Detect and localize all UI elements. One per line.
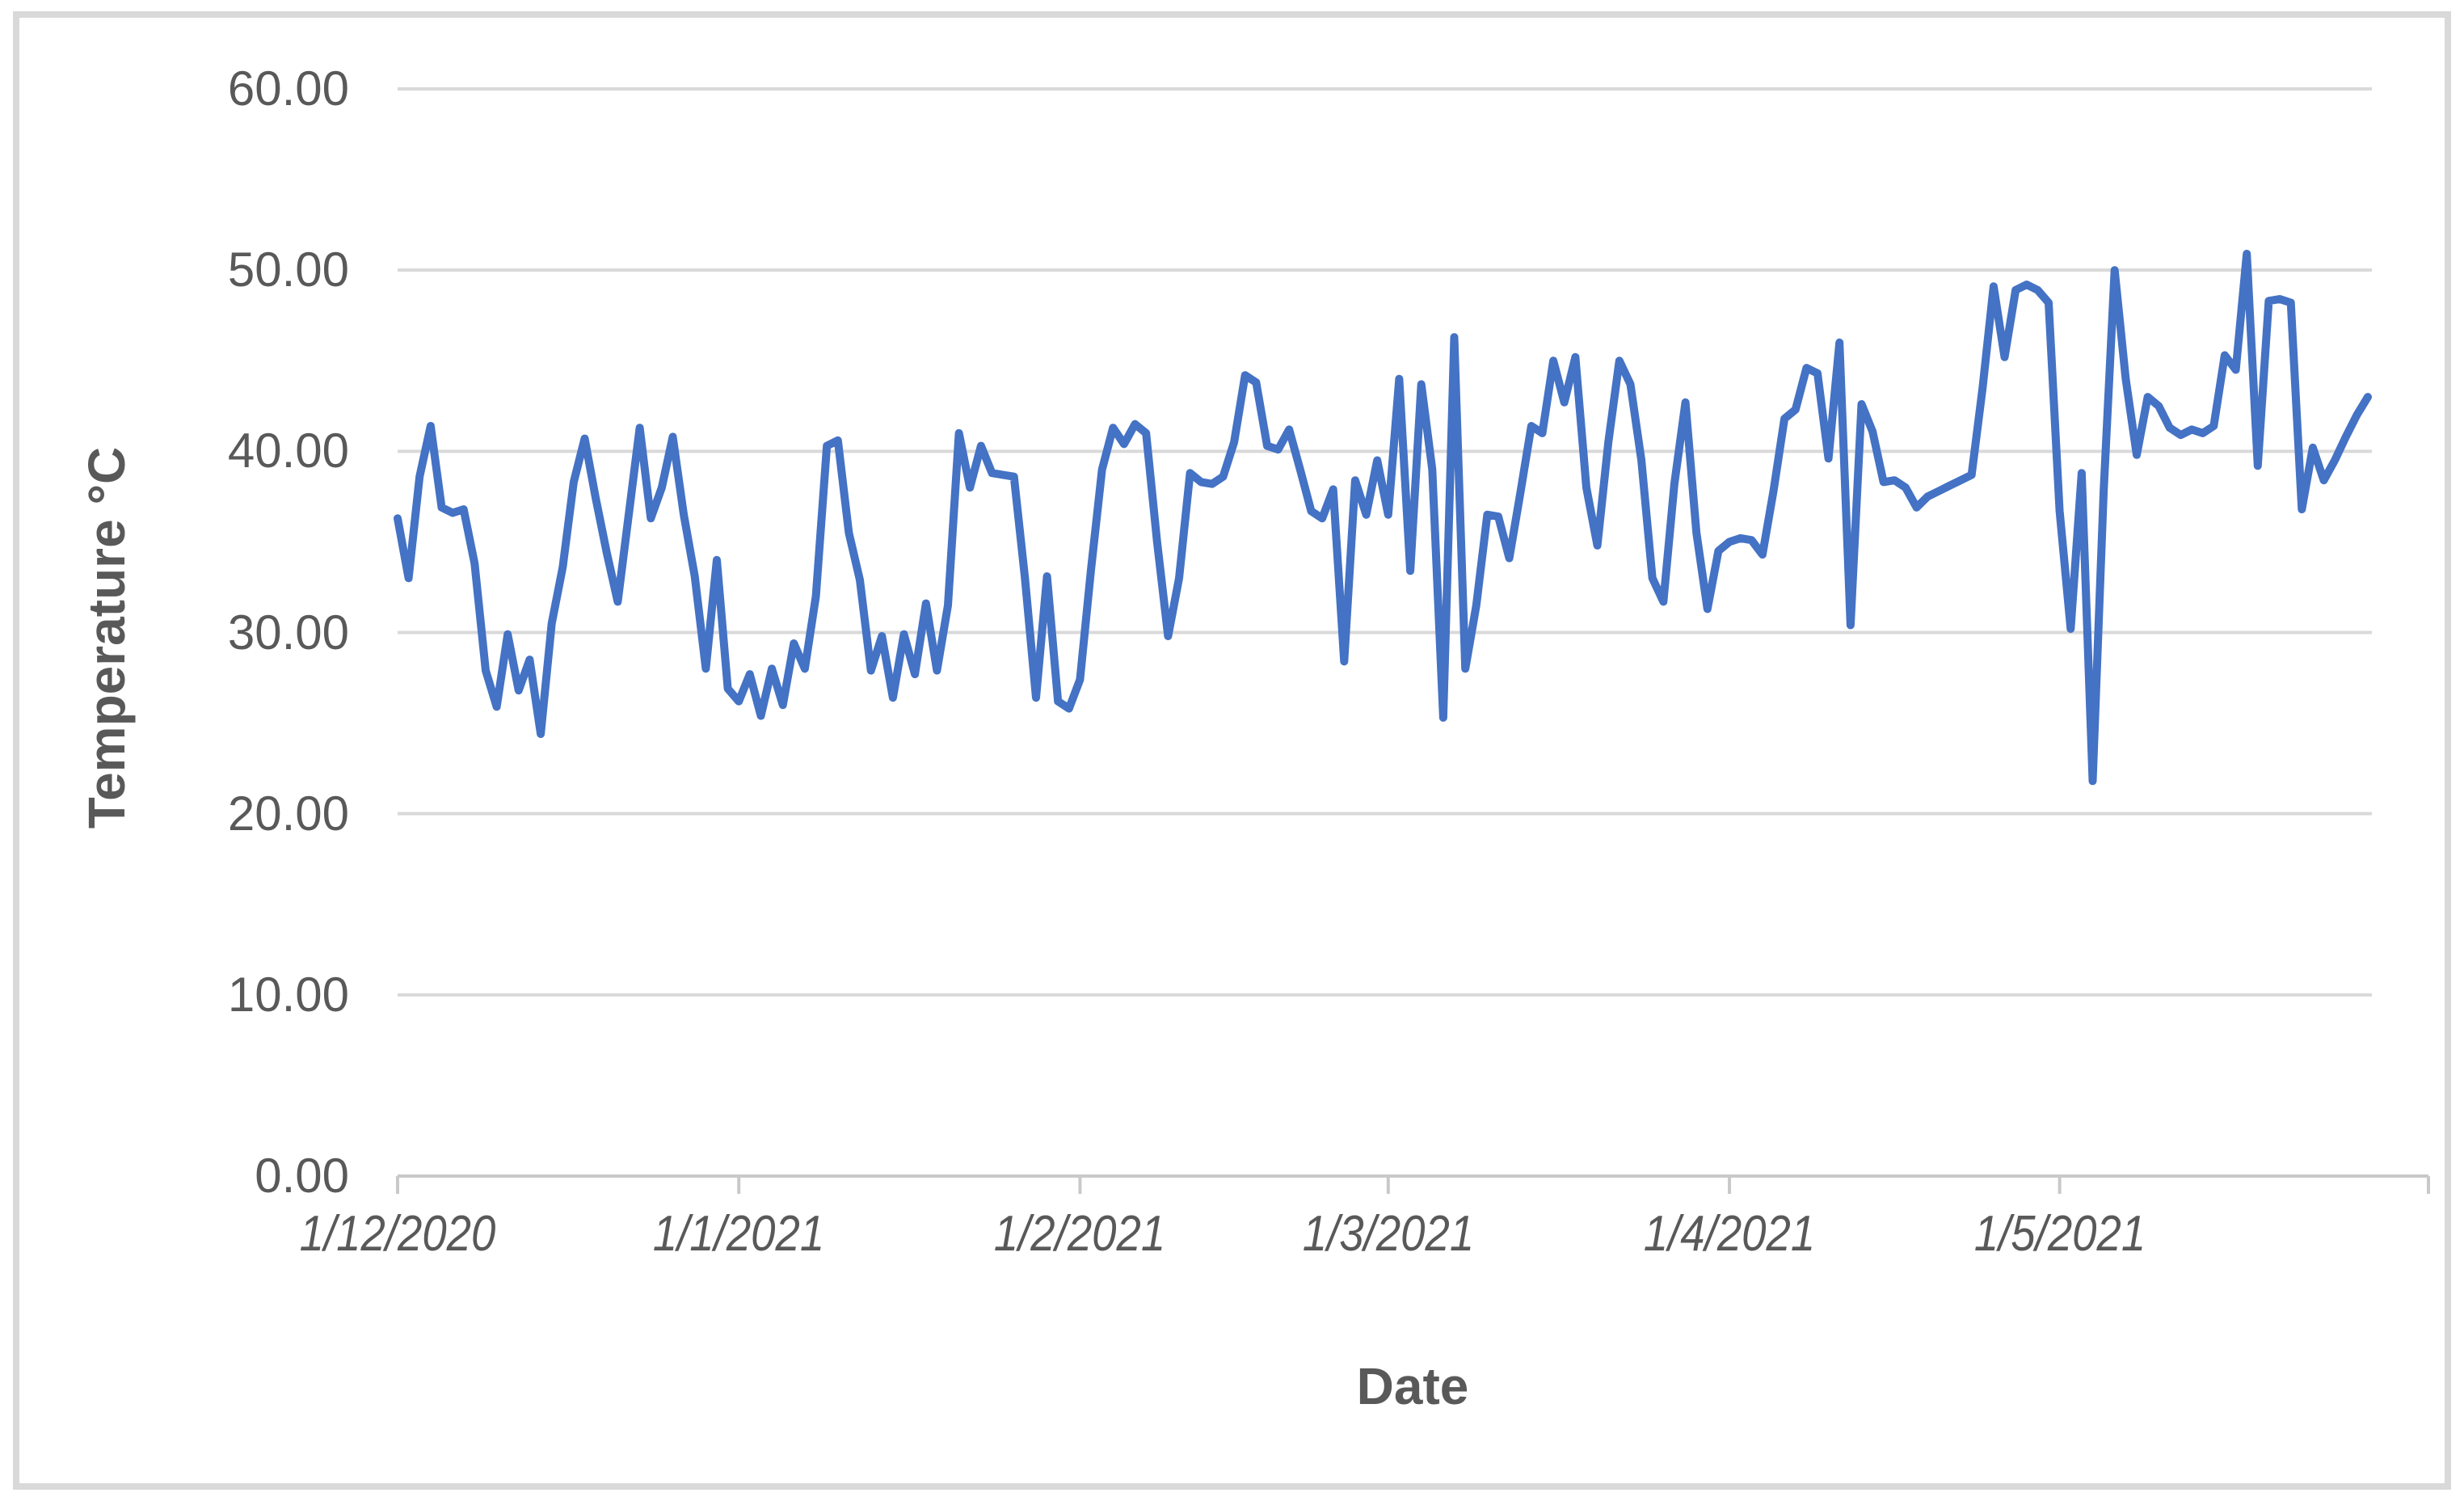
- x-tick-label: 1/5/2021: [1973, 1206, 2146, 1262]
- x-tick-label: 1/1/2021: [653, 1206, 825, 1262]
- temperature-series-line: [394, 250, 2372, 786]
- y-tick-label: 10.00: [227, 967, 349, 1022]
- y-tick-label: 20.00: [227, 786, 349, 841]
- y-tick-label: 50.00: [227, 242, 349, 297]
- x-tick-label: 1/4/2021: [1643, 1206, 1816, 1262]
- x-tick-label: 1/3/2021: [1302, 1206, 1474, 1262]
- temperature-series: [394, 250, 2372, 786]
- x-axis-line-and-ticks: [396, 1174, 2430, 1194]
- y-tick-label: 40.00: [227, 424, 349, 479]
- y-tick-label: 30.00: [227, 605, 349, 660]
- x-axis-title: Date: [1356, 1357, 1469, 1415]
- y-axis-title: Temperature °C: [78, 446, 136, 829]
- chart-border: [13, 11, 2451, 1490]
- x-tick-label: 1/12/2020: [299, 1206, 496, 1262]
- y-tick-label: 0.00: [255, 1149, 349, 1203]
- x-tick-label: 1/2/2021: [994, 1206, 1166, 1262]
- gridlines: [398, 87, 2372, 997]
- y-tick-label: 60.00: [227, 61, 349, 116]
